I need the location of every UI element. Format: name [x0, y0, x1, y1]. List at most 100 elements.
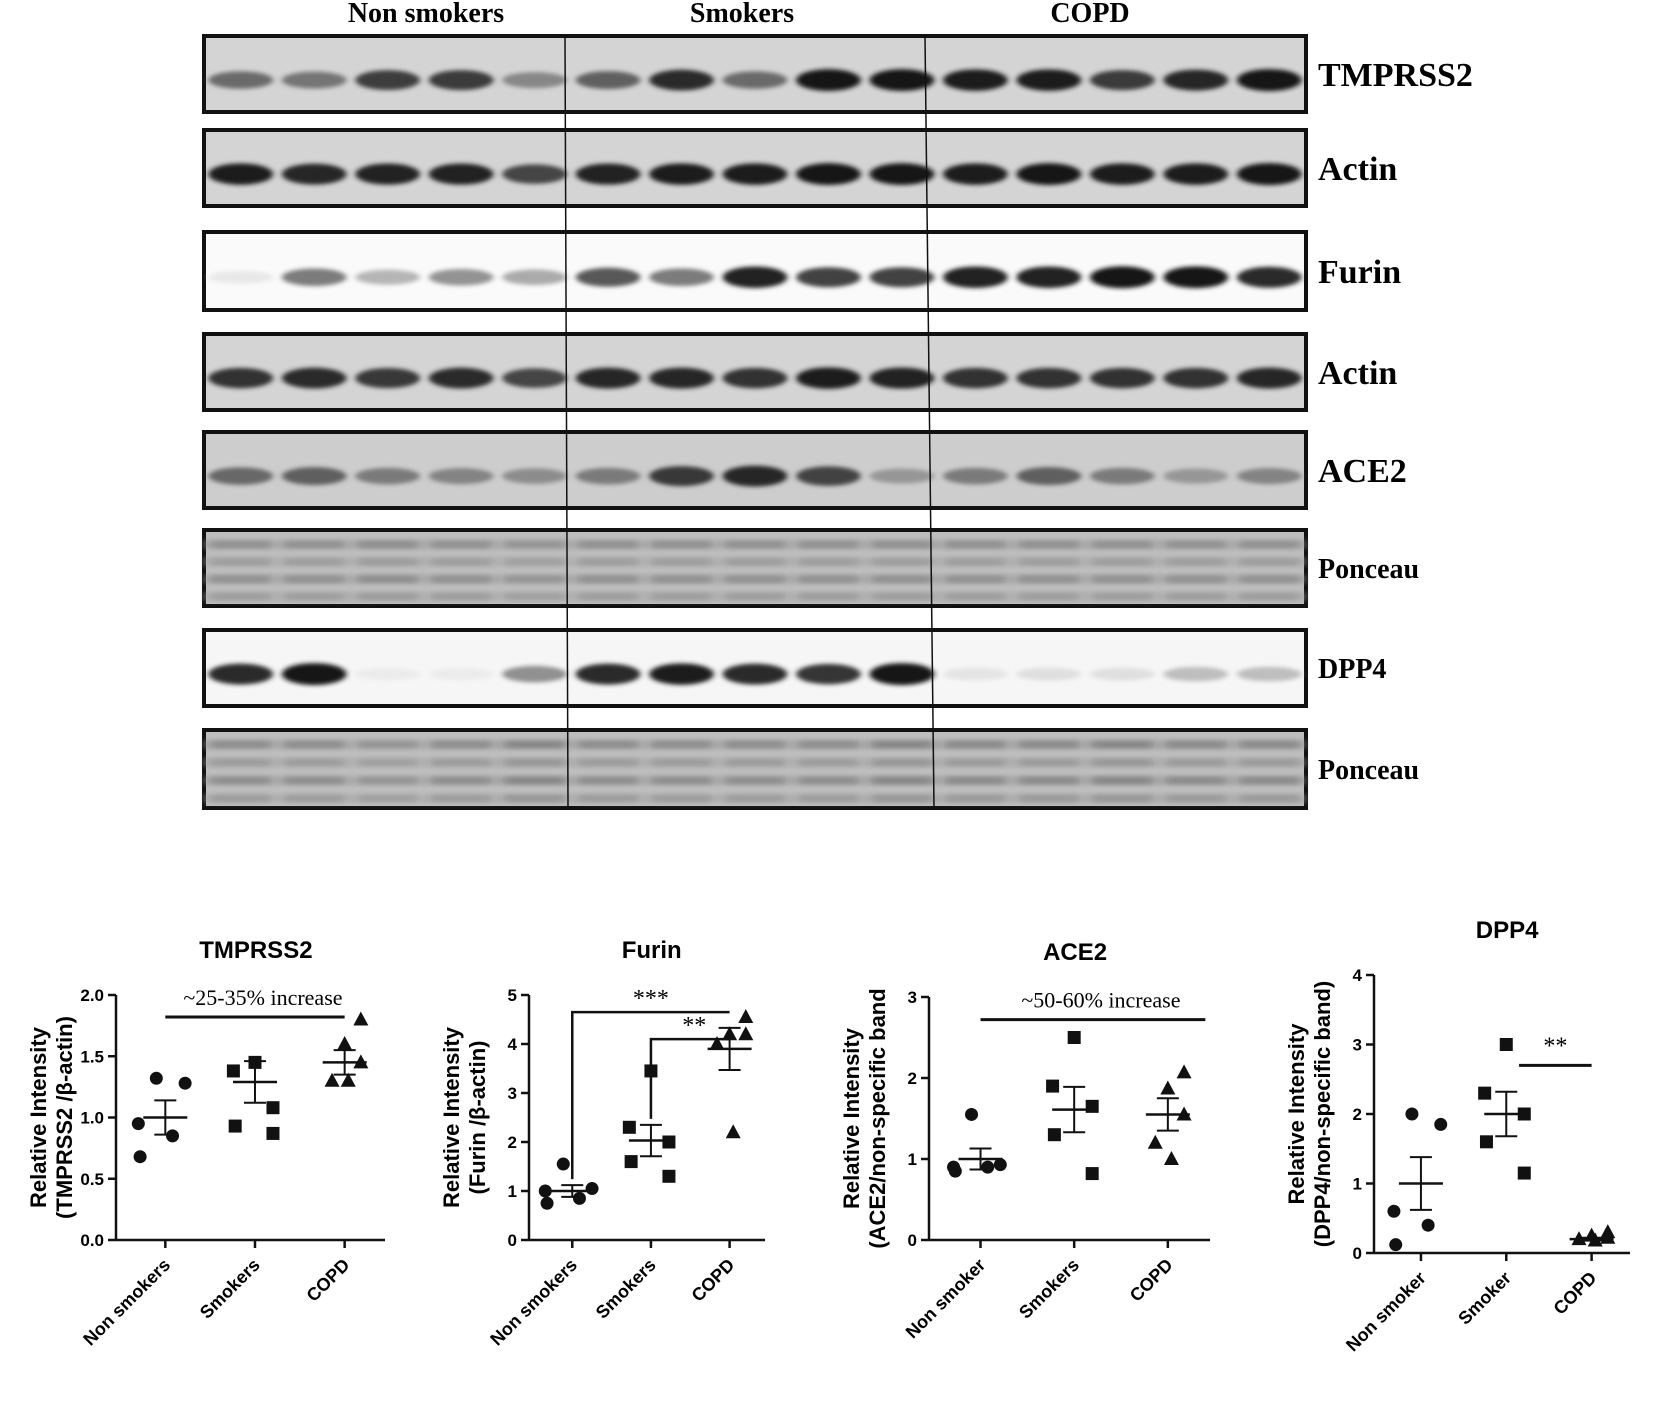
blot-band	[428, 268, 494, 286]
ponceau-smear	[428, 557, 495, 567]
y-tick-label: 2	[908, 1069, 917, 1088]
data-point	[1434, 1117, 1448, 1131]
ponceau-smear	[648, 574, 715, 584]
ponceau-smear	[575, 592, 642, 601]
blot-panel-ponceau-7	[202, 728, 1308, 810]
blot-band	[1016, 266, 1082, 288]
blot-band	[575, 467, 641, 485]
data-point	[585, 1182, 599, 1196]
blot-band	[208, 163, 274, 185]
blot-row-label-actin: Actin	[1318, 151, 1397, 188]
blot-row-label-ponceau: Ponceau	[1318, 554, 1419, 585]
ponceau-smear	[721, 740, 789, 749]
blot-row-label-dpp4: DPP4	[1318, 654, 1386, 685]
blot-band	[869, 163, 935, 185]
ponceau-smear	[1162, 574, 1229, 584]
ponceau-smear	[942, 758, 1009, 767]
y-tick-label: 1	[508, 1182, 517, 1201]
ponceau-smear	[575, 557, 642, 567]
data-point	[738, 1026, 754, 1041]
blot-band	[281, 367, 347, 389]
blot-band	[869, 267, 935, 288]
ponceau-smear	[575, 574, 642, 584]
blot-band	[428, 367, 494, 389]
blot-band	[1236, 468, 1302, 485]
x-tick-label-copd: COPD	[303, 1255, 354, 1306]
blot-band	[1016, 163, 1082, 185]
ponceau-smear	[428, 592, 495, 601]
ponceau-smear	[207, 794, 274, 803]
ponceau-smear	[428, 574, 495, 584]
blot-band	[722, 71, 788, 89]
y-axis-label-line2: (ACE2/non-specific band	[865, 988, 890, 1248]
blot-band	[355, 163, 420, 185]
ponceau-smear	[648, 776, 715, 785]
blot-band	[1090, 667, 1155, 681]
blot-band	[943, 69, 1008, 91]
blot-band	[1016, 367, 1082, 389]
data-point	[1085, 1167, 1099, 1181]
ponceau-smear	[1236, 794, 1303, 803]
ponceau-smear	[868, 740, 935, 749]
blot-band	[502, 72, 567, 89]
y-axis-label-line2: (TMPRSS2 /β-actin)	[52, 1016, 77, 1219]
ponceau-smear	[428, 540, 495, 549]
ponceau-smear	[1089, 574, 1156, 584]
blot-band	[1163, 666, 1229, 682]
ponceau-smear	[1236, 557, 1303, 567]
ponceau-smear	[795, 574, 862, 584]
ponceau-smear	[501, 592, 568, 601]
blot-band	[1163, 163, 1229, 185]
ponceau-smear	[868, 794, 935, 803]
ponceau-smear	[795, 540, 862, 549]
ponceau-smear	[1089, 758, 1156, 767]
data-point	[1067, 1031, 1081, 1044]
ponceau-smear	[207, 776, 274, 785]
ponceau-smear	[281, 794, 348, 803]
ponceau-smear	[1015, 592, 1082, 601]
blot-panel-tmprss2-0	[202, 34, 1308, 114]
ponceau-smear	[868, 776, 935, 785]
ponceau-smear	[354, 740, 421, 749]
data-point	[178, 1076, 192, 1090]
comparison-label: **	[1543, 1033, 1567, 1059]
blot-panel-actin-3	[202, 332, 1308, 412]
blot-band	[208, 663, 274, 685]
data-point	[1176, 1064, 1192, 1079]
data-point	[624, 1155, 638, 1169]
ponceau-smear	[428, 794, 495, 803]
group-divider	[564, 35, 569, 809]
blot-band	[869, 69, 935, 91]
blot-band	[208, 71, 274, 89]
ponceau-smear	[575, 540, 642, 549]
blot-band	[649, 69, 714, 91]
data-point	[226, 1064, 240, 1078]
data-point	[149, 1071, 163, 1085]
blot-band	[1236, 666, 1302, 682]
ponceau-smear	[1015, 740, 1082, 749]
ponceau-smear	[868, 540, 935, 549]
blot-band	[1163, 69, 1229, 91]
blot-band	[649, 268, 714, 286]
ponceau-smear	[1015, 540, 1082, 549]
data-point	[1405, 1107, 1419, 1121]
data-point	[1046, 1079, 1060, 1093]
blot-band	[208, 467, 274, 485]
ponceau-smear	[795, 592, 862, 601]
data-point	[965, 1107, 979, 1121]
data-point	[1047, 1128, 1061, 1142]
ponceau-smear	[721, 776, 789, 785]
blot-band	[575, 663, 641, 685]
western-blot: Non smokers Smokers COPD TMPRSS2 Actin Furin A…	[202, 0, 1473, 810]
data-point	[709, 1036, 725, 1050]
x-tick-label-smokers: Smokers	[1015, 1255, 1083, 1323]
significance-bracket	[571, 1010, 730, 1180]
ponceau-smear	[501, 794, 568, 803]
significance-bracket	[649, 1037, 730, 1119]
y-tick-label: 0	[908, 1231, 917, 1250]
blot-band	[1163, 367, 1229, 389]
data-point	[981, 1160, 995, 1174]
data-point	[1387, 1204, 1401, 1218]
ponceau-smear	[281, 557, 348, 567]
ponceau-smear	[207, 557, 274, 567]
